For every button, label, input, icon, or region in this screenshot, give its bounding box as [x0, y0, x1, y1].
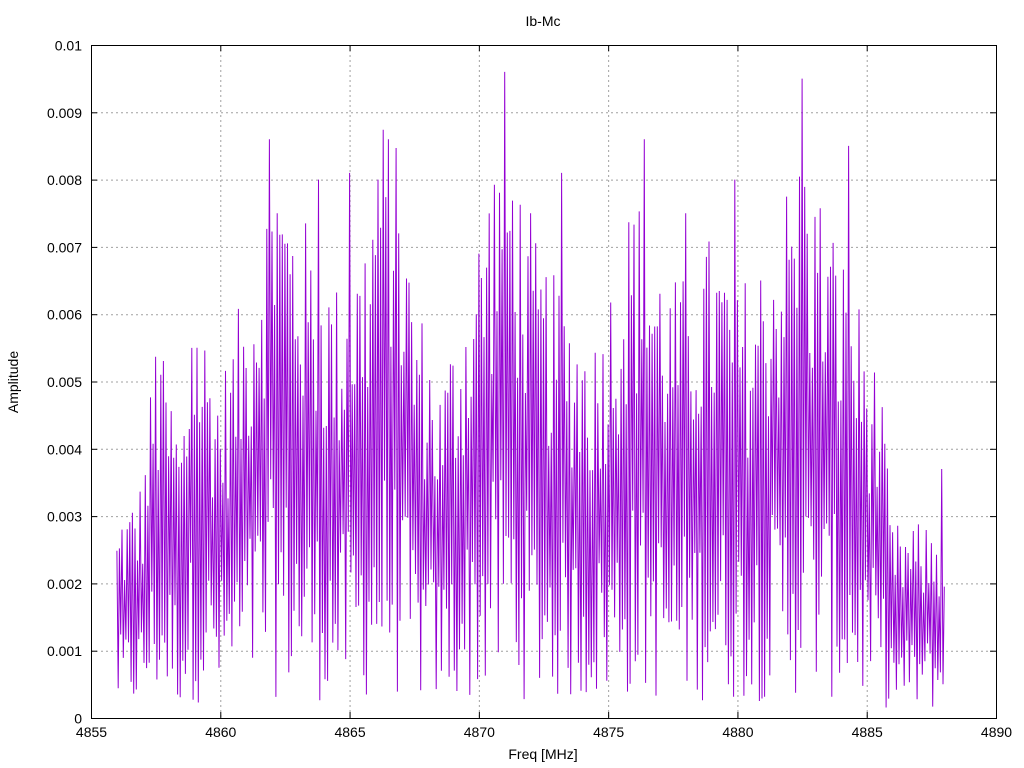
x-tick-label: 4875 — [593, 724, 624, 740]
y-tick-label: 0.005 — [47, 374, 82, 390]
chart-title: Ib-Mc — [526, 13, 561, 29]
amplitude-series-line — [116, 71, 945, 708]
series-layer — [116, 71, 945, 708]
y-tick-label: 0.003 — [47, 509, 82, 525]
label-layer: 4855 4860 4865 4870 4875 4880 4885 4890 0 0.001 0.… — [47, 38, 1012, 741]
x-tick-label: 4865 — [334, 724, 365, 740]
x-tick-label: 4885 — [852, 724, 883, 740]
y-tick-label: 0.008 — [47, 172, 82, 188]
y-axis-title: Amplitude — [5, 351, 21, 413]
x-tick-label: 4855 — [76, 724, 107, 740]
y-tick-label: 0 — [74, 711, 82, 727]
tick-layer — [91, 45, 997, 719]
x-tick-label: 4870 — [464, 724, 495, 740]
x-axis-title: Freq [MHz] — [508, 746, 577, 762]
y-tick-label: 0.009 — [47, 105, 82, 121]
y-tick-label: 0.002 — [47, 576, 82, 592]
y-tick-label: 0.004 — [47, 441, 82, 457]
x-tick-label: 4890 — [981, 724, 1012, 740]
y-tick-label: 0.01 — [55, 38, 82, 54]
y-tick-label: 0.007 — [47, 239, 82, 255]
y-tick-label: 0.006 — [47, 307, 82, 323]
x-tick-label: 4860 — [205, 724, 236, 740]
y-tick-label: 0.001 — [47, 643, 82, 659]
x-tick-label: 4880 — [722, 724, 753, 740]
